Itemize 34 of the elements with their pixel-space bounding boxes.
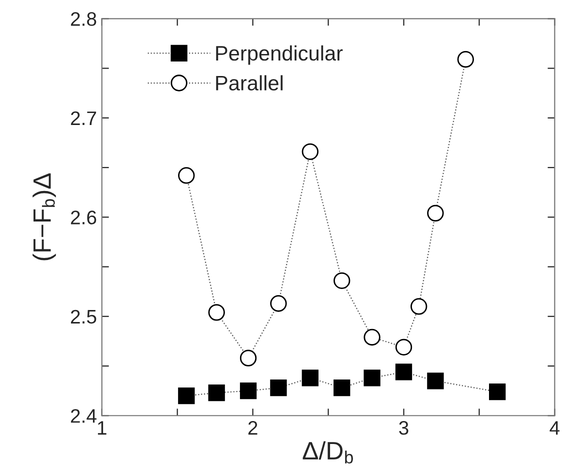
- point: [364, 328, 380, 346]
- legend-label: Perpendicular: [216, 45, 343, 65]
- point: [427, 204, 444, 222]
- y-tick-label: 2.6: [70, 210, 96, 224]
- y-tick-label: 2.8: [70, 12, 96, 26]
- point: [208, 384, 225, 402]
- x-tick-label: 1: [98, 421, 106, 435]
- point: [270, 380, 287, 396]
- x-tick-label: 3: [399, 421, 408, 435]
- point: [270, 295, 287, 312]
- point: [240, 350, 257, 366]
- y-tick-label: 2.7: [70, 111, 96, 125]
- point: [395, 364, 412, 380]
- y-tick-label: 2.4: [70, 409, 96, 423]
- point: [208, 304, 225, 321]
- point: [334, 380, 350, 396]
- legend-label: Parallel: [216, 75, 283, 91]
- point: [457, 51, 474, 68]
- y-tick-label: 2.5: [70, 310, 96, 324]
- point: [240, 382, 257, 400]
- y-axis-title: (F−F$_{b}$)Δ: [32, 173, 56, 260]
- point: [488, 383, 506, 400]
- point: [302, 143, 318, 160]
- point: [334, 272, 350, 289]
- point: [364, 370, 380, 386]
- point: [410, 298, 428, 315]
- point: [395, 338, 412, 356]
- point: [178, 167, 195, 184]
- x-tick-label: 2: [248, 421, 258, 435]
- point: [302, 370, 318, 386]
- x-axis-title: Δ/D$_{b}$: [302, 441, 353, 464]
- x-tick-label: 4: [550, 421, 560, 435]
- point: [427, 372, 444, 390]
- point: [178, 387, 195, 404]
